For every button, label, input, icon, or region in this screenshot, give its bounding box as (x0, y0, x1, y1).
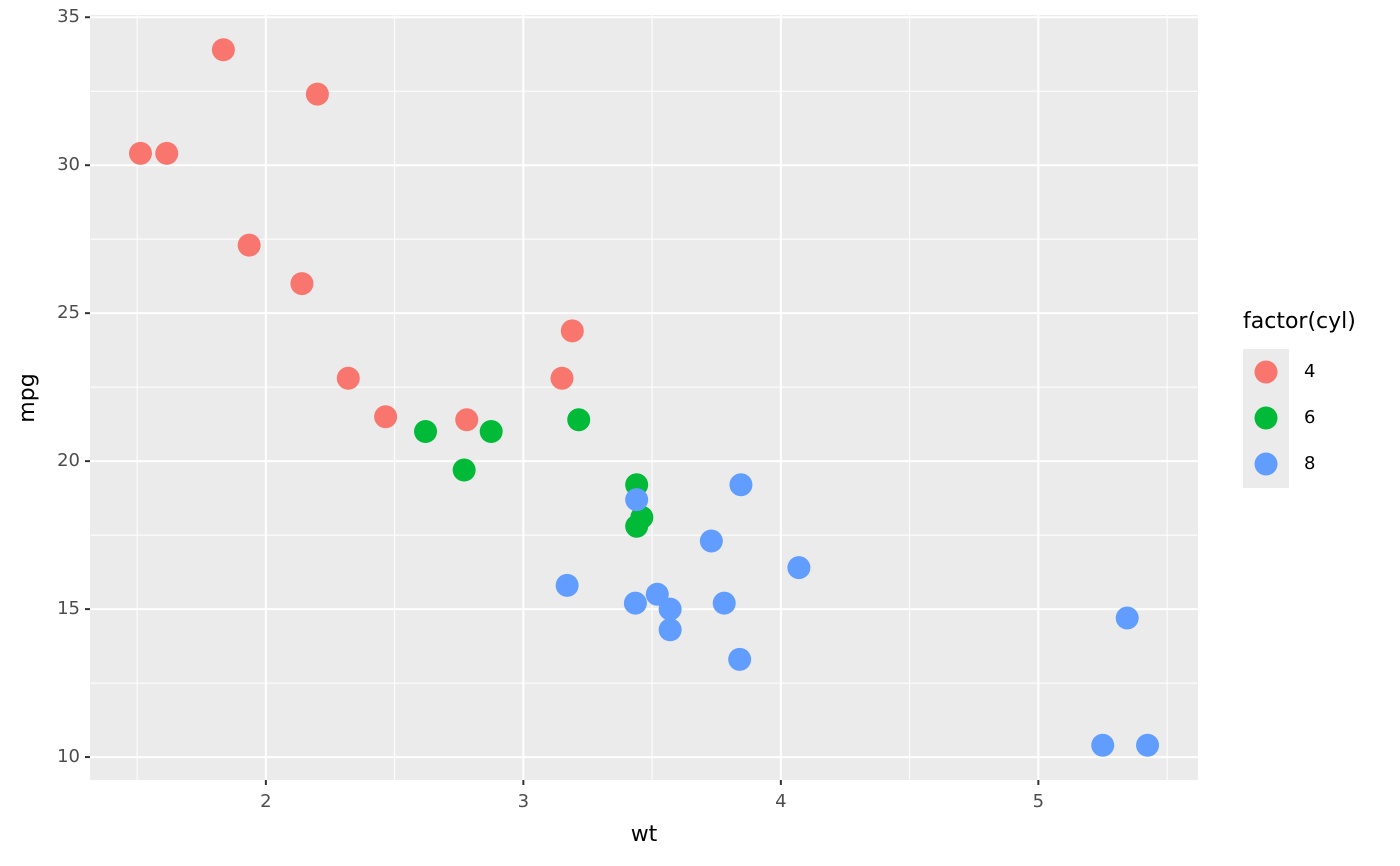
point (237, 233, 261, 257)
point (211, 38, 235, 62)
point (645, 582, 669, 606)
point (555, 573, 579, 597)
legend-key (1254, 452, 1278, 476)
point (625, 488, 649, 512)
y-tick-label: 30 (57, 154, 80, 175)
panel (90, 15, 1198, 780)
point (560, 319, 584, 343)
x-tick-label: 3 (518, 791, 529, 812)
point (374, 405, 398, 429)
point (550, 366, 574, 390)
point (699, 529, 723, 553)
point (567, 408, 591, 432)
point (625, 514, 649, 538)
point (290, 272, 314, 296)
point (128, 141, 152, 165)
point (1136, 733, 1160, 757)
y-axis-label: mpg (15, 373, 40, 422)
point (155, 141, 179, 165)
point (712, 591, 736, 615)
x-axis-label: wt (631, 822, 658, 847)
point (414, 420, 438, 444)
point (455, 408, 479, 432)
point (787, 556, 811, 580)
point (452, 458, 476, 482)
y-tick-label: 35 (57, 6, 80, 27)
legend-label: 6 (1304, 407, 1315, 428)
point (728, 647, 752, 671)
x-tick-label: 4 (775, 791, 786, 812)
x-tick-label: 2 (260, 791, 271, 812)
legend-key (1254, 360, 1278, 384)
y-tick-label: 15 (57, 598, 80, 619)
point (305, 82, 329, 106)
y-tick-label: 25 (57, 302, 80, 323)
y-tick-label: 20 (57, 450, 80, 471)
point (1091, 733, 1115, 757)
point (1115, 606, 1139, 630)
legend-key (1254, 406, 1278, 430)
point (658, 597, 682, 621)
y-tick-label: 10 (57, 746, 80, 767)
point (336, 366, 360, 390)
point (479, 420, 503, 444)
x-tick-label: 5 (1033, 791, 1044, 812)
legend-label: 8 (1304, 453, 1315, 474)
point (658, 618, 682, 642)
legend-title: factor(cyl) (1243, 309, 1356, 334)
point (623, 591, 647, 615)
point (729, 473, 753, 497)
legend-label: 4 (1304, 361, 1315, 382)
